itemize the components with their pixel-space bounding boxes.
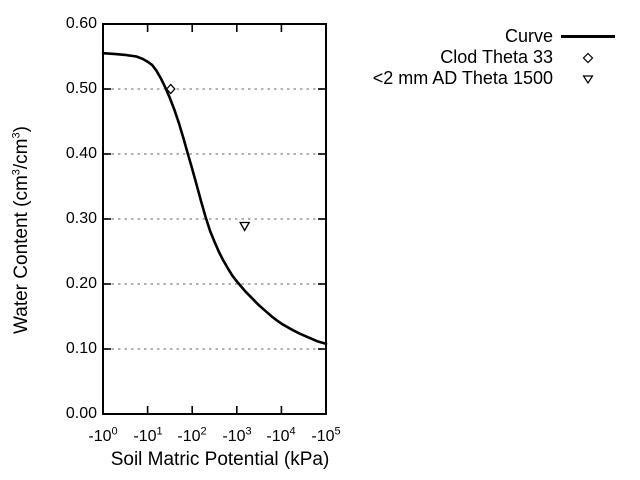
legend-sample-clod-theta-33 (553, 47, 623, 68)
x-tick-label: -102 (162, 426, 222, 448)
y-axis-title: Water Content (cm3/cm3) (11, 126, 33, 334)
legend-row-clod-theta-33: Clod Theta 33 (320, 47, 623, 68)
y-axis-title-sup: 3 (10, 132, 23, 139)
y-tick-label: 0.00 (65, 405, 97, 422)
x-tick-label: -100 (73, 426, 133, 448)
legend-label-curve: Curve (504, 26, 553, 46)
plot-border (102, 23, 327, 415)
x-tick-label: -101 (118, 426, 178, 448)
x-axis-title: Soil Matric Potential (kPa) (110, 449, 330, 470)
legend-sample-curve (553, 26, 623, 47)
x-tick-base: -10 (222, 428, 246, 445)
diamond-icon (582, 52, 594, 63)
x-tick-label: -105 (296, 426, 356, 448)
x-tick-base: -10 (177, 428, 201, 445)
legend-row-curve: Curve (320, 26, 623, 47)
y-tick-label: 0.50 (65, 80, 97, 97)
y-tick-label: 0.60 (65, 15, 97, 32)
x-tick-base: -10 (311, 428, 335, 445)
x-tick-exponent: 3 (245, 425, 252, 438)
x-tick-base: -10 (266, 428, 290, 445)
legend-label-clod-theta-33: Clod Theta 33 (440, 47, 553, 67)
legend-sample-ad-theta-1500 (553, 68, 623, 89)
x-tick-base: -10 (88, 428, 112, 445)
y-tick-label: 0.30 (65, 210, 97, 227)
legend: Curve Clod Theta 33 <2 mm AD Theta 1500 (320, 26, 623, 89)
retention-curve (101, 51, 328, 346)
triangle-down-marker (239, 221, 251, 232)
line-sample-icon (561, 35, 615, 38)
x-tick-exponent: 2 (200, 425, 207, 438)
y-tick-label: 0.40 (65, 145, 97, 162)
y-axis-title-sup: 3 (10, 169, 23, 176)
x-tick-base: -10 (133, 428, 157, 445)
y-axis-title-text: /cm (11, 138, 32, 170)
y-axis-title-text: Water Content (cm (11, 175, 32, 334)
x-tick-exponent: 0 (111, 425, 118, 438)
x-tick-label: -103 (207, 426, 267, 448)
legend-row-ad-theta-1500: <2 mm AD Theta 1500 (320, 68, 623, 89)
x-tick-label: -104 (251, 426, 311, 448)
diamond-marker (165, 83, 176, 95)
y-tick-label: 0.10 (65, 340, 97, 357)
legend-label-ad-theta-1500: <2 mm AD Theta 1500 (372, 68, 553, 88)
triangle-down-icon (582, 74, 594, 84)
y-axis-title-text: ) (11, 126, 32, 133)
x-tick-exponent: 1 (156, 425, 163, 438)
y-tick-label: 0.20 (65, 275, 97, 292)
x-tick-exponent: 4 (289, 425, 296, 438)
x-tick-exponent: 5 (334, 425, 341, 438)
